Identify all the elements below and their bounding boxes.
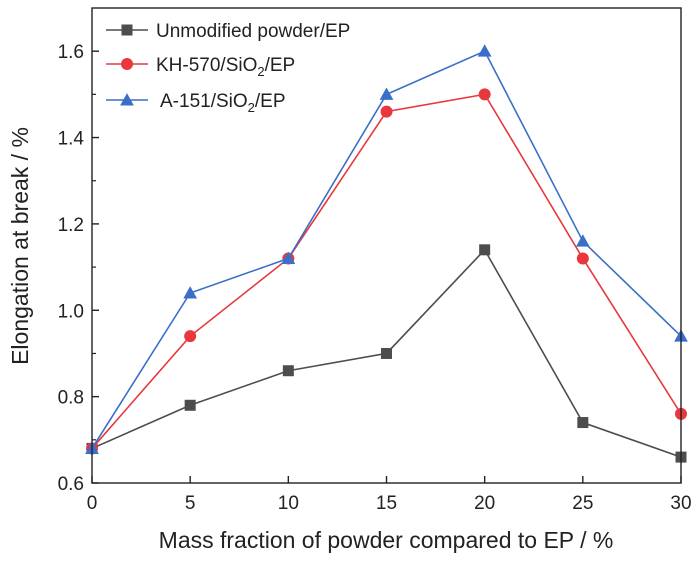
data-point-square: [121, 24, 133, 36]
data-point-triangle: [477, 44, 492, 57]
legend-item: A-151/SiO2/EP: [106, 91, 286, 115]
ticks-layer: 0 5 10 15 20 25 30 0.6 0.8 1.0 1.2 1.4 1.6: [58, 42, 692, 514]
data-point-circle: [380, 105, 393, 118]
series-circle: [86, 88, 687, 455]
data-point-circle: [121, 58, 133, 70]
x-tick-label: 10: [278, 493, 299, 514]
y-axis-title: Elongation at break / %: [7, 127, 33, 365]
y-tick-label: 1.4: [58, 129, 85, 150]
x-axis-title: Mass fraction of powder compared to EP /…: [159, 527, 614, 553]
legend: Unmodified powder/EP KH-570/SiO2/EP A-151/…: [106, 21, 350, 115]
legend-item: Unmodified powder/EP: [106, 21, 350, 42]
legend-label: A-151/SiO2/EP: [160, 91, 286, 115]
data-point-triangle: [575, 234, 590, 247]
data-point-square: [184, 399, 196, 411]
y-tick-label: 0.6: [58, 474, 84, 495]
y-tick-label: 1.2: [58, 215, 84, 236]
x-tick-label: 25: [572, 493, 593, 514]
data-point-square: [479, 244, 491, 256]
y-tick-label: 1.6: [58, 42, 84, 63]
series-square: [86, 244, 687, 463]
data-point-triangle: [379, 87, 394, 100]
legend-label: KH-570/SiO2/EP: [156, 55, 295, 79]
data-point-circle: [184, 330, 197, 343]
series-line: [91, 93, 682, 449]
legend-label: Unmodified powder/EP: [156, 21, 350, 42]
y-tick-label: 1.0: [58, 301, 84, 322]
data-point-square: [282, 365, 294, 377]
x-tick-label: 20: [474, 493, 495, 514]
plot-frame: [91, 7, 682, 484]
data-point-square: [381, 347, 392, 359]
data-point-square: [577, 417, 589, 429]
data-point-triangle: [120, 93, 134, 106]
x-tick-label: 0: [87, 493, 98, 514]
data-point-circle: [576, 252, 589, 265]
data-point-circle: [478, 88, 491, 101]
data-point-triangle: [281, 251, 296, 264]
x-tick-label: 5: [185, 493, 196, 514]
x-tick-label: 15: [376, 493, 397, 514]
legend-item: KH-570/SiO2/EP: [106, 55, 295, 79]
data-point-triangle: [183, 286, 198, 299]
y-tick-label: 0.8: [58, 388, 84, 409]
x-tick-label: 30: [670, 493, 691, 514]
